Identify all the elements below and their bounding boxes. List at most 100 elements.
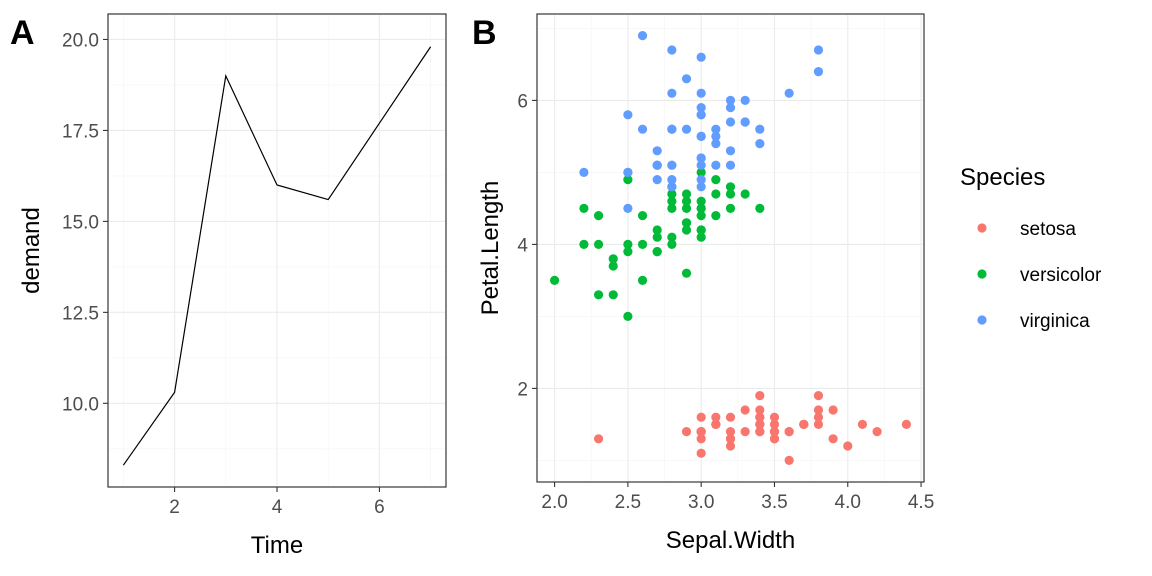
scatter-point-virginica (667, 124, 677, 134)
legend-items: setosa versicolor virginica (977, 219, 1102, 332)
scatter-chart-border (536, 13, 925, 483)
scatter-point-versicolor (696, 225, 706, 235)
scatter-point-versicolor (725, 203, 736, 213)
scatter-point-virginica (637, 124, 648, 134)
scatter-point-versicolor (579, 203, 589, 213)
scatter-point-setosa (769, 427, 780, 437)
scatter-point-setosa (696, 412, 706, 422)
scatter-point-versicolor (681, 225, 692, 235)
line-chart-x-axis-title: Time (251, 532, 303, 559)
scatter-point-versicolor (623, 175, 633, 185)
scatter-point-virginica (681, 124, 692, 134)
scatter-point-versicolor (652, 247, 662, 257)
scatter-chart-plot-area (536, 13, 925, 483)
scatter-point-setosa (813, 405, 824, 415)
x-tick-label: 2.0 (541, 492, 567, 513)
scatter-point-virginica (755, 139, 765, 149)
scatter-point-setosa (740, 427, 750, 437)
legend-label-setosa: setosa (1020, 219, 1076, 240)
scatter-point-versicolor (755, 203, 765, 213)
scatter-point-setosa (711, 419, 721, 429)
y-tick-label: 10.0 (62, 394, 99, 415)
scatter-point-virginica (696, 52, 706, 62)
scatter-point-setosa (593, 434, 604, 444)
scatter-point-versicolor (623, 311, 633, 321)
scatter-point-versicolor (593, 290, 604, 300)
y-tick-label: 17.5 (62, 121, 99, 142)
scatter-point-virginica (623, 167, 633, 177)
x-tick-label: 4.0 (835, 492, 861, 513)
scatter-point-virginica (740, 117, 750, 127)
scatter-point-virginica (725, 117, 736, 127)
scatter-point-setosa (843, 441, 853, 451)
scatter-point-virginica (667, 45, 677, 55)
scatter-point-versicolor (696, 211, 706, 221)
scatter-point-setosa (725, 412, 736, 422)
scatter-point-versicolor (696, 203, 706, 213)
y-tick-label: 4 (517, 235, 528, 256)
scatter-point-setosa (769, 419, 780, 429)
scatter-point-versicolor (608, 254, 618, 264)
scatter-point-setosa (755, 412, 765, 422)
scatter-point-versicolor (652, 232, 662, 242)
scatter-point-virginica (667, 182, 677, 192)
legend-key-virginica (977, 315, 987, 325)
scatter-point-setosa (901, 419, 912, 429)
scatter-point-versicolor (637, 275, 648, 285)
legend-label-versicolor: versicolor (1020, 265, 1102, 286)
scatter-point-virginica (784, 88, 794, 98)
scatter-point-versicolor (711, 175, 721, 185)
scatter-point-setosa (755, 405, 765, 415)
scatter-chart-axes: 2.0 2.5 3.0 3.5 4.0 4.5 2 4 6 (517, 91, 934, 513)
scatter-chart-y-axis-title: Petal.Length (477, 181, 504, 316)
line-chart-y-axis-title: demand (18, 207, 45, 294)
line-chart-grid (108, 14, 446, 487)
scatter-point-setosa (725, 441, 736, 451)
line-chart-axes: 2 4 6 10.0 12.5 15.0 17.5 20.0 (62, 30, 385, 518)
scatter-point-versicolor (696, 196, 706, 206)
x-tick-label: 6 (374, 497, 385, 518)
scatter-point-setosa (696, 448, 706, 458)
x-tick-label: 3.0 (688, 492, 714, 513)
scatter-point-virginica (725, 103, 736, 113)
scatter-point-setosa (681, 427, 692, 437)
scatter-point-versicolor (681, 196, 692, 206)
legend-key-setosa (977, 223, 987, 233)
legend: Species setosa versicolor virginica (960, 164, 1102, 332)
scatter-point-versicolor (549, 275, 560, 285)
scatter-point-virginica (667, 160, 677, 170)
scatter-point-versicolor (711, 189, 721, 199)
legend-title: Species (960, 164, 1045, 191)
scatter-point-virginica (725, 95, 736, 105)
line-chart-panel: A 2 4 6 10.0 12.5 15.0 17.5 20.0 Time demand (10, 13, 447, 559)
scatter-point-setosa (828, 434, 838, 444)
demand-line (122, 46, 432, 466)
scatter-point-virginica (696, 88, 706, 98)
scatter-point-versicolor (579, 239, 589, 249)
scatter-point-setosa (725, 427, 736, 437)
scatter-point-setosa (784, 455, 794, 465)
scatter-point-setosa (755, 391, 765, 401)
scatter-point-virginica (667, 88, 677, 98)
scatter-point-versicolor (667, 203, 677, 213)
scatter-point-virginica (696, 110, 706, 120)
scatter-point-virginica (637, 30, 648, 41)
scatter-point-versicolor (593, 211, 604, 221)
scatter-chart-x-axis-title: Sepal.Width (666, 527, 795, 554)
line-chart-marks (122, 46, 432, 466)
scatter-point-setosa (799, 419, 809, 429)
scatter-point-virginica (755, 124, 765, 134)
scatter-point-virginica (579, 167, 589, 177)
scatter-chart-marks (549, 30, 912, 465)
scatter-point-setosa (755, 419, 765, 429)
scatter-point-versicolor (681, 203, 692, 213)
panel-tag-a: A (10, 14, 35, 52)
scatter-point-virginica (711, 124, 721, 134)
x-tick-label: 4.5 (908, 492, 934, 513)
y-tick-label: 15.0 (62, 212, 99, 233)
scatter-point-virginica (652, 160, 662, 170)
scatter-point-setosa (769, 412, 780, 422)
x-tick-label: 2.5 (615, 492, 641, 513)
scatter-point-virginica (696, 182, 706, 192)
scatter-chart-panel: B 2.0 2.5 3.0 3.5 4.0 4.5 2 4 6 Sepal.Width Peta… (472, 13, 934, 554)
